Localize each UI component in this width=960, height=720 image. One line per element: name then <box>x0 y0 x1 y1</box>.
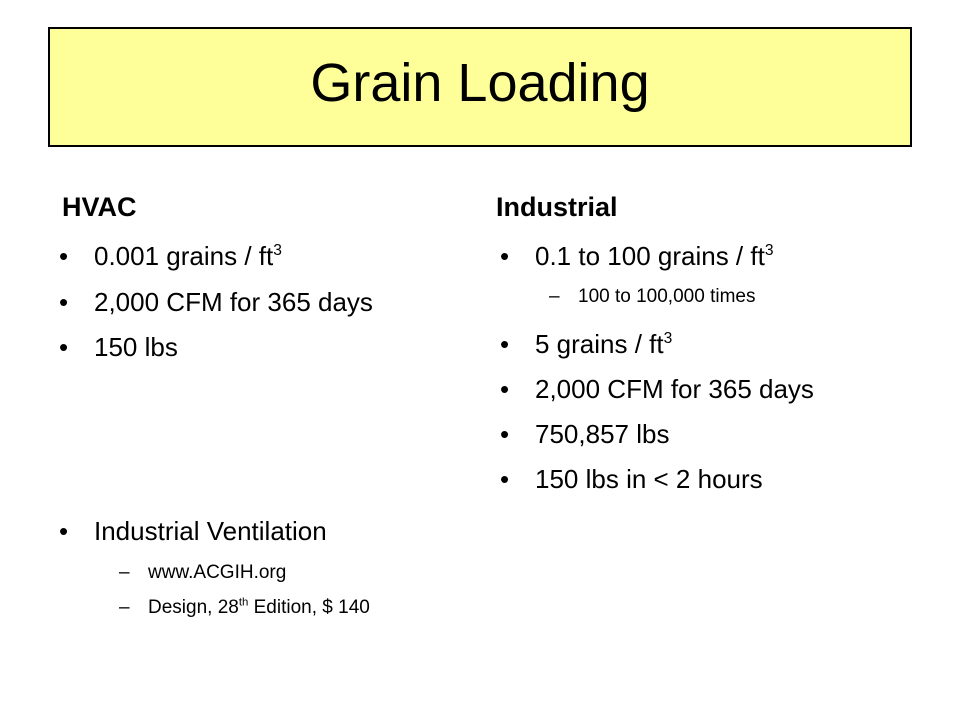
sub-bullet-text-after: Edition, $ 140 <box>248 597 370 618</box>
bullet-superscript: 3 <box>764 241 774 259</box>
hvac-bullet-ventilation: • Industrial Ventilation <box>59 516 327 546</box>
bullet-text: 750,857 lbs <box>535 419 670 449</box>
industrial-bullet-cfm: • 2,000 CFM for 365 days <box>500 374 814 404</box>
bullet-text: 150 lbs <box>94 332 178 362</box>
industrial-bullet-hours: • 150 lbs in < 2 hours <box>500 464 763 494</box>
sub-bullet-text: 100 to 100,000 times <box>578 286 756 307</box>
industrial-bullet-grains: • 5 grains / ft3 <box>500 329 673 359</box>
sub-bullet-superscript: th <box>238 596 249 609</box>
bullet-text: 0.1 to 100 grains / ft <box>535 241 765 271</box>
slide-title: Grain Loading <box>310 53 650 113</box>
hvac-heading: HVAC <box>62 192 137 222</box>
hvac-sub-acgih: – www.ACGIH.org <box>119 562 287 583</box>
hvac-bullet-lbs: • 150 lbs <box>59 332 178 362</box>
industrial-sub-times: – 100 to 100,000 times <box>549 286 756 307</box>
hvac-sub-design: – Design, 28th Edition, $ 140 <box>119 596 370 618</box>
bullet-dot: • <box>59 287 69 317</box>
bullet-text: 5 grains / ft <box>535 329 664 359</box>
bullet-dot: • <box>500 374 510 404</box>
sub-bullet-dash: – <box>119 562 130 583</box>
bullet-dot: • <box>500 419 510 449</box>
bullet-superscript: 3 <box>663 329 673 347</box>
bullet-superscript: 3 <box>273 241 282 259</box>
industrial-bullet-lbs: • 750,857 lbs <box>500 419 670 449</box>
industrial-bullet-range: • 0.1 to 100 grains / ft3 <box>500 241 774 271</box>
bullet-text: 2,000 CFM for 365 days <box>94 287 373 317</box>
bullet-dot: • <box>500 464 510 494</box>
bullet-text: 2,000 CFM for 365 days <box>535 374 814 404</box>
bullet-dot: • <box>59 241 69 271</box>
hvac-bullet-cfm: • 2,000 CFM for 365 days <box>59 287 373 317</box>
bullet-text: 150 lbs in < 2 hours <box>535 464 763 494</box>
title-box: Grain Loading <box>48 27 912 147</box>
bullet-text: 0.001 grains / ft <box>94 241 274 271</box>
industrial-heading: Industrial <box>496 192 618 222</box>
bullet-dot: • <box>500 241 510 271</box>
hvac-bullet-grains: • 0.001 grains / ft3 <box>59 241 282 271</box>
sub-bullet-dash: – <box>549 286 560 307</box>
sub-bullet-dash: – <box>119 597 130 618</box>
sub-bullet-text: www.ACGIH.org <box>148 562 287 583</box>
bullet-dot: • <box>59 332 69 362</box>
sub-bullet-text-before: Design, 28 <box>148 597 239 618</box>
bullet-text: Industrial Ventilation <box>94 516 327 546</box>
bullet-dot: • <box>59 516 69 546</box>
bullet-dot: • <box>500 329 510 359</box>
